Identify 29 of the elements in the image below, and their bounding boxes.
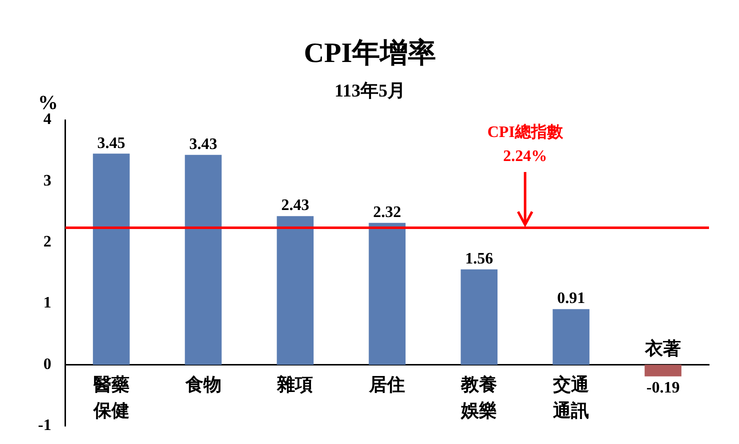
x-tick-label: 食物 [184, 374, 222, 394]
y-tick-label: 1 [43, 294, 52, 312]
x-tick-label: 雜項 [276, 374, 314, 394]
data-label: 3.45 [97, 134, 126, 152]
bar [276, 216, 314, 365]
data-label: 2.32 [373, 204, 402, 221]
bar [184, 154, 222, 365]
data-label: -0.19 [646, 380, 680, 397]
x-tick-label: 居住 [368, 374, 406, 394]
data-label: 2.43 [281, 197, 310, 214]
x-tick-label: 交通通訊 [552, 374, 590, 420]
y-tick-label: 3 [43, 172, 52, 190]
x-tick-label: 衣著 [644, 338, 682, 358]
bar [552, 309, 590, 365]
x-tick-label: 教養娛樂 [460, 374, 498, 420]
ref-line-label: CPI總指數 2.24% [487, 123, 564, 166]
y-tick-label: 2 [43, 234, 52, 251]
data-label: 1.56 [465, 250, 494, 268]
x-tick-label: 醫藥保健 [92, 374, 130, 420]
bar [460, 269, 498, 365]
chart-subtitle: 113年5月 [334, 80, 406, 101]
y-tick-label: -1 [38, 417, 52, 434]
bar [92, 154, 130, 365]
chart-title: CPI年增率 [304, 37, 436, 70]
bar [644, 364, 682, 376]
data-label: 3.43 [189, 136, 218, 154]
bar [368, 222, 406, 365]
y-tick-label: 0 [43, 356, 52, 373]
data-label: 0.91 [557, 290, 586, 308]
